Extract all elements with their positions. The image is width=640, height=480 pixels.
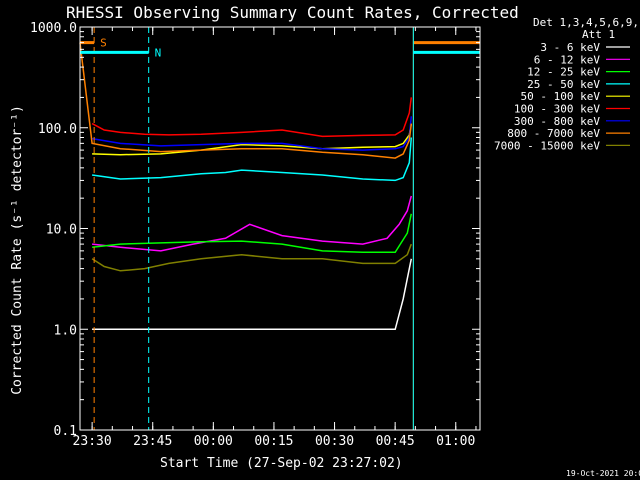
flag-label-S: S (100, 37, 107, 50)
legend-label: 300 - 800 keV (514, 115, 600, 128)
legend-label: 100 - 300 keV (514, 103, 600, 116)
x-tick-label: 00:00 (194, 434, 233, 449)
series-line-50-100keV (92, 123, 413, 156)
x-axis-label: Start Time (27-Sep-02 23:27:02) (160, 456, 403, 471)
legend-label: 50 - 100 keV (521, 90, 601, 103)
series-line-6-12keV (92, 195, 413, 252)
x-tick-label: 00:45 (376, 434, 415, 449)
legend-label: 3 - 6 keV (540, 41, 600, 54)
series-line-300-800keV (91, 116, 413, 151)
y-tick-label: 1.0 (54, 323, 77, 338)
x-tick-label: 00:15 (254, 434, 293, 449)
chart-title: RHESSI Observing Summary Count Rates, Co… (66, 3, 519, 22)
series-line-12-25keV (92, 213, 413, 254)
series-line-800-7000keV (79, 42, 413, 159)
plot-frame (79, 26, 481, 431)
series-line-100-300keV (91, 97, 413, 138)
legend-label: 800 - 7000 keV (507, 127, 600, 140)
legend-header-line-1: Det 1,3,4,5,6,9, (533, 16, 639, 29)
legend-header-line-2: Att 1 (582, 28, 615, 41)
series-line-25-50keV (91, 137, 413, 182)
y-tick-label: 0.1 (54, 424, 77, 439)
timestamp: 19-Oct-2021 20:07 (566, 469, 640, 478)
x-tick-label: 23:30 (73, 434, 112, 449)
series-line-7000-15000keV (91, 243, 413, 272)
flag-label-N: N (155, 46, 162, 59)
x-tick-label: 00:30 (315, 434, 354, 449)
legend-label: 7000 - 15000 keV (494, 139, 600, 152)
legend-label: 6 - 12 keV (534, 53, 601, 66)
legend-label: 12 - 25 keV (527, 66, 600, 79)
y-tick-label: 10.0 (46, 223, 77, 238)
y-tick-label: 100.0 (38, 122, 77, 137)
x-tick-label: 23:45 (133, 434, 172, 449)
legend-label: 25 - 50 keV (527, 78, 600, 91)
x-tick-label: 01:00 (436, 434, 475, 449)
y-tick-label: 1000.0 (30, 21, 77, 36)
series-line-3-6keV (92, 258, 413, 331)
y-axis-label: Corrected Count Rate (s⁻¹ detector⁻¹) (10, 105, 25, 395)
